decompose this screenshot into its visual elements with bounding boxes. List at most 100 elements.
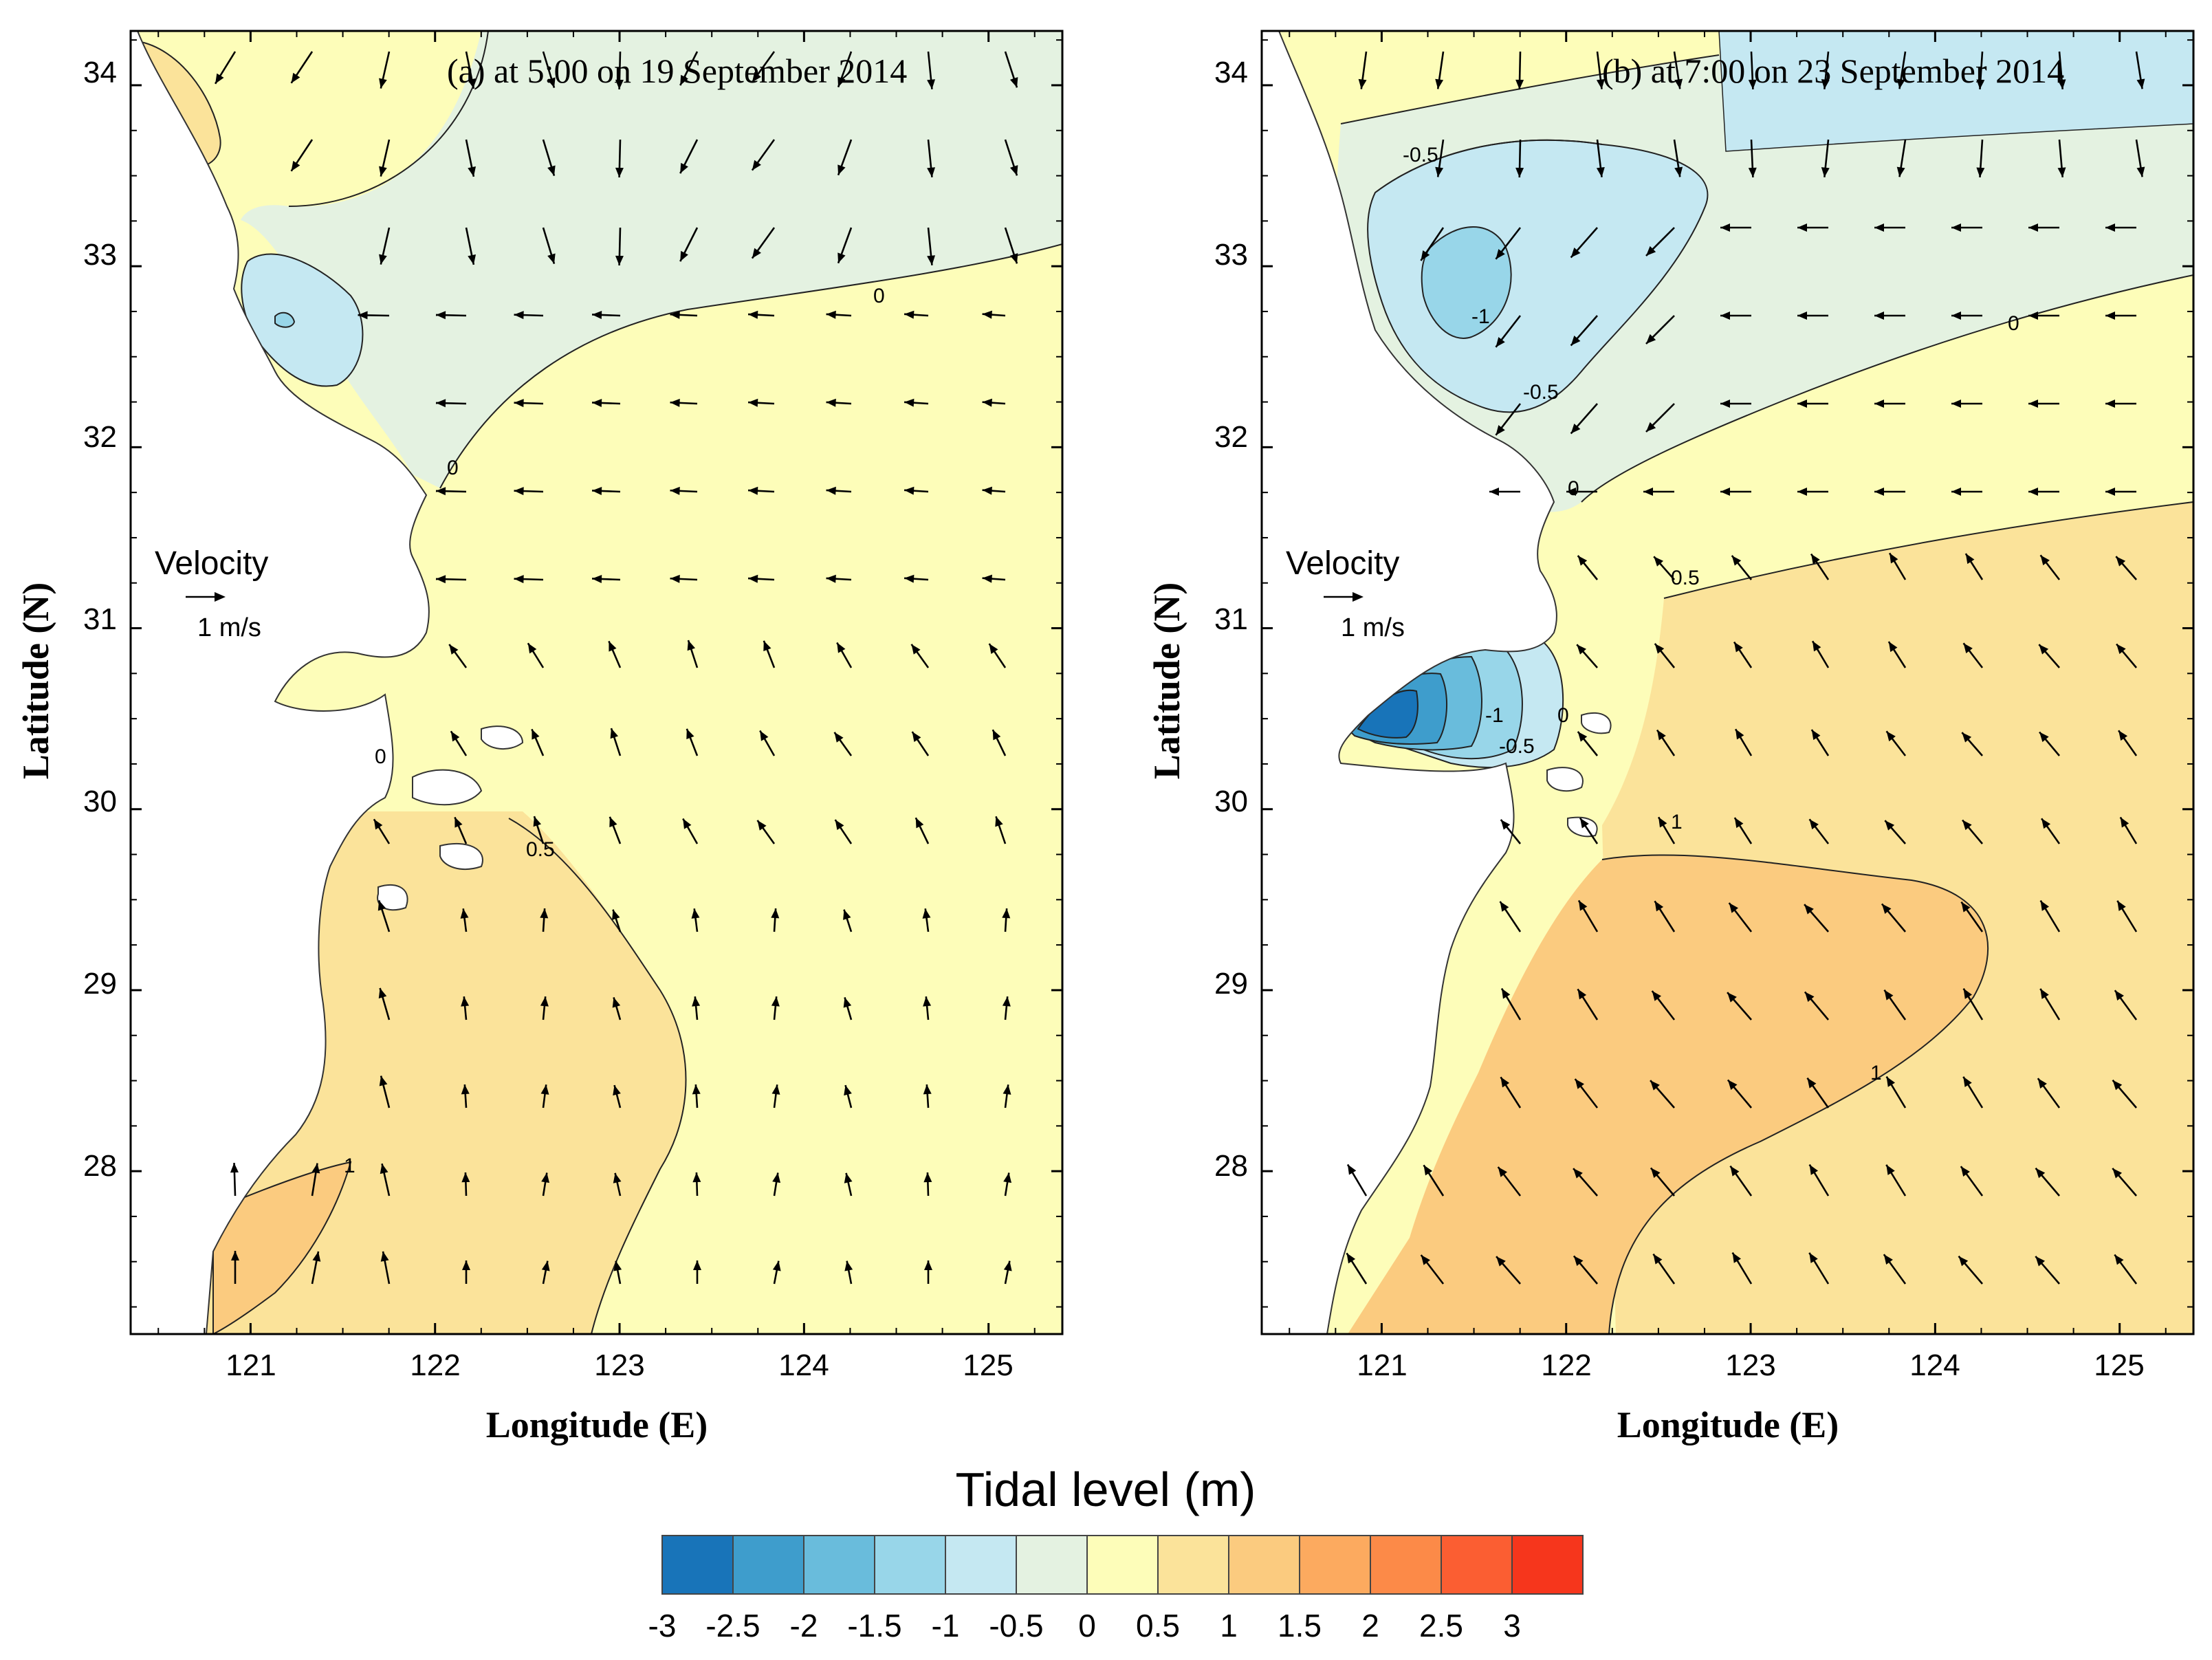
velocity-vector-head bbox=[592, 398, 602, 407]
velocity-vector-head bbox=[927, 255, 936, 265]
colorbar-label: -2.5 bbox=[705, 1608, 760, 1643]
velocity-vector-head bbox=[760, 730, 769, 741]
velocity-vector-head bbox=[1748, 167, 1757, 177]
velocity-vector-head bbox=[436, 575, 446, 584]
velocity-vector-head bbox=[615, 79, 624, 89]
velocity-vector-head bbox=[610, 728, 619, 739]
velocity-vector-head bbox=[837, 642, 846, 653]
panel-a-region-neg10 bbox=[274, 312, 296, 328]
panel-a-y-tick-label: 32 bbox=[83, 420, 117, 454]
velocity-vector-head bbox=[1653, 1254, 1663, 1265]
panel-a-velocity-vectors bbox=[214, 51, 1018, 1285]
velocity-vector-head bbox=[592, 574, 602, 583]
colorbar-label: -1 bbox=[932, 1608, 960, 1643]
velocity-vector-head bbox=[460, 908, 469, 919]
velocity-vector-head bbox=[613, 1085, 621, 1096]
colorbar: Tidal level (m) -3 -2.5 -2 -1.5 -1 -0.5 0 0.5 1 1… bbox=[648, 1463, 1584, 1643]
velocity-vector-head bbox=[1358, 78, 1367, 89]
velocity-vector-head bbox=[2040, 988, 2049, 999]
panel-a-contour-label: 0 bbox=[375, 745, 386, 768]
panel-b-velocity-legend-arrowhead bbox=[1353, 592, 1364, 602]
velocity-vector-head bbox=[837, 76, 846, 87]
velocity-vector-head bbox=[1009, 253, 1018, 264]
velocity-vector-head bbox=[1732, 1252, 1742, 1263]
velocity-vector-head bbox=[1886, 731, 1896, 742]
velocity-vector-head bbox=[1720, 488, 1730, 496]
velocity-vector-head bbox=[449, 644, 459, 655]
panel-b: -0.5 -1 -0.5 0 0 0.5 -1 -0.5 0 1 1 Veloc… bbox=[1146, 30, 2195, 1445]
velocity-vector-head bbox=[1002, 908, 1011, 919]
panel-b-contour-0-north bbox=[1340, 54, 2193, 503]
velocity-vector-head bbox=[1570, 248, 1581, 258]
colorbar-swatch bbox=[732, 1535, 804, 1595]
velocity-vector-head bbox=[927, 167, 936, 177]
velocity-vector-head bbox=[1652, 990, 1661, 1001]
colorbar-label: 2.5 bbox=[1419, 1608, 1463, 1643]
panel-b-frame bbox=[1260, 30, 2195, 1335]
velocity-vector-head bbox=[311, 1163, 320, 1174]
panel-a-land bbox=[131, 31, 430, 1334]
velocity-vector-head bbox=[1821, 167, 1830, 177]
colorbar-label: 3 bbox=[1503, 1608, 1521, 1643]
velocity-vector-head bbox=[670, 574, 680, 583]
velocity-vector-head bbox=[1658, 817, 1667, 828]
velocity-vector-head bbox=[1734, 642, 1743, 653]
velocity-vector-head bbox=[380, 1164, 388, 1175]
velocity-vector-head bbox=[609, 816, 617, 828]
velocity-vector-head bbox=[379, 78, 387, 89]
panel-a-x-tick-label: 123 bbox=[594, 1348, 644, 1382]
velocity-vector-head bbox=[1645, 334, 1656, 345]
panel-a-velocity-legend-arrowhead bbox=[215, 592, 226, 602]
velocity-vector-head bbox=[982, 574, 992, 583]
velocity-vector-head bbox=[1596, 78, 1605, 89]
velocity-vector-head bbox=[461, 996, 470, 1007]
velocity-vector-head bbox=[691, 908, 700, 919]
velocity-vector-head bbox=[1727, 1080, 1738, 1091]
velocity-vector-head bbox=[612, 909, 620, 920]
panel-a-contour-0-north bbox=[288, 31, 1062, 489]
velocity-vector-head bbox=[2040, 900, 2050, 911]
velocity-vector-head bbox=[1963, 643, 1973, 654]
velocity-vector-head bbox=[1886, 1076, 1896, 1087]
velocity-vector-head bbox=[837, 164, 846, 175]
velocity-vector-head bbox=[378, 987, 387, 999]
velocity-vector-head bbox=[1674, 166, 1683, 177]
velocity-vector-head bbox=[670, 486, 680, 495]
velocity-vector-head bbox=[2112, 1168, 2123, 1179]
velocity-vector-head bbox=[1575, 1078, 1584, 1089]
velocity-vector-head bbox=[982, 310, 992, 319]
panel-a-ticks bbox=[131, 31, 1062, 1334]
colorbar-swatch bbox=[1086, 1535, 1159, 1595]
velocity-vector-head bbox=[826, 398, 836, 407]
panel-b-title: (b) at 7:00 on 23 September 2014 bbox=[1602, 52, 2064, 90]
velocity-vector-head bbox=[1596, 166, 1605, 177]
panel-b-contour-label: -1 bbox=[1485, 704, 1504, 727]
velocity-vector-head bbox=[692, 996, 701, 1007]
velocity-vector-head bbox=[1748, 79, 1757, 89]
velocity-vector-head bbox=[1421, 250, 1430, 261]
velocity-vector-head bbox=[1963, 988, 1973, 999]
velocity-vector-head bbox=[436, 311, 446, 320]
velocity-vector-head bbox=[291, 72, 300, 83]
velocity-vector-head bbox=[2136, 166, 2145, 177]
velocity-vector-head bbox=[1821, 79, 1830, 89]
velocity-vector-head bbox=[1657, 730, 1666, 741]
velocity-vector-head bbox=[2057, 79, 2066, 89]
panel-b-x-tick-label: 123 bbox=[1725, 1348, 1775, 1382]
velocity-vector-head bbox=[547, 77, 556, 88]
velocity-vector-head bbox=[468, 78, 477, 89]
velocity-vector-head bbox=[923, 996, 932, 1007]
velocity-vector-head bbox=[2118, 730, 2128, 741]
colorbar-swatch bbox=[1441, 1535, 1513, 1595]
velocity-vector-head bbox=[2028, 312, 2038, 320]
velocity-vector-head bbox=[1489, 488, 1499, 496]
panel-b-y-tick-label: 30 bbox=[1214, 785, 1248, 818]
velocity-vector-head bbox=[592, 310, 602, 319]
velocity-vector-head bbox=[748, 574, 758, 583]
velocity-vector-head bbox=[547, 253, 556, 264]
velocity-vector-head bbox=[1577, 989, 1587, 1000]
velocity-vector-head bbox=[541, 1172, 550, 1183]
velocity-vector-head bbox=[455, 817, 463, 828]
panel-b-y-tick-label: 33 bbox=[1214, 238, 1248, 272]
panel-a-contour-labels: 0 0 0 0.5 1 bbox=[344, 285, 885, 1177]
